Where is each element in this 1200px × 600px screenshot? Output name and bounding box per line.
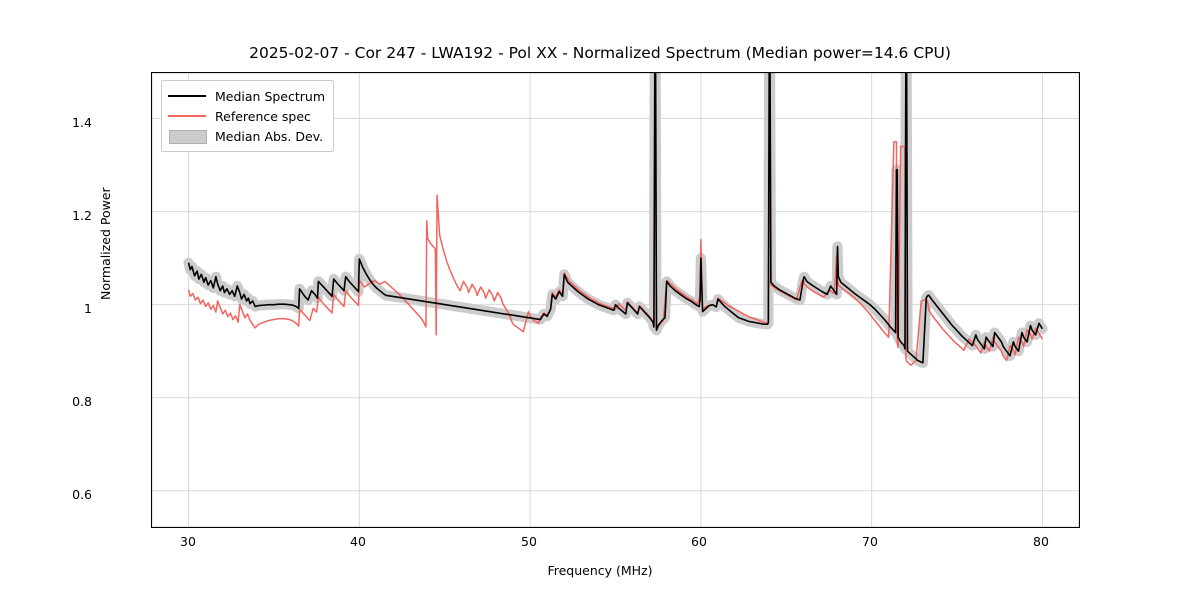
median-spectrum-line: [187, 72, 1044, 364]
legend-label: Median Spectrum: [215, 88, 326, 104]
x-tick-label: 30: [180, 534, 196, 549]
y-tick-label: 1.2: [72, 208, 92, 223]
y-tick-label: 1: [84, 301, 92, 316]
x-tick-label: 80: [1033, 534, 1049, 549]
legend-label: Median Abs. Dev.: [215, 128, 324, 144]
y-tick-label: 1.4: [72, 115, 92, 130]
legend: Median Spectrum Reference spec Median Ab…: [161, 80, 335, 152]
legend-item-median-spectrum: Median Spectrum: [168, 86, 325, 106]
page-title: 2025-02-07 - Cor 247 - LWA192 - Pol XX -…: [249, 44, 951, 62]
legend-line-swatch-red: [168, 109, 206, 123]
x-tick-label: 40: [350, 534, 366, 549]
x-tick-label: 50: [521, 534, 537, 549]
legend-line-swatch-black: [168, 89, 206, 103]
x-tick-label: 60: [691, 534, 707, 549]
legend-label: Reference spec: [215, 108, 311, 124]
x-axis-label: Frequency (MHz): [547, 563, 653, 578]
y-axis-label: Normalized Power: [98, 187, 113, 300]
reference-spec-line: [187, 141, 1044, 366]
legend-item-reference-spec: Reference spec: [168, 106, 325, 126]
x-tick-label: 70: [862, 534, 878, 549]
legend-patch-swatch-gray: [168, 129, 207, 144]
plot-border: [151, 72, 1080, 528]
y-tick-label: 0.8: [72, 394, 92, 409]
legend-item-median-abs-dev: Median Abs. Dev.: [168, 126, 325, 146]
y-tick-label: 0.6: [72, 487, 92, 502]
